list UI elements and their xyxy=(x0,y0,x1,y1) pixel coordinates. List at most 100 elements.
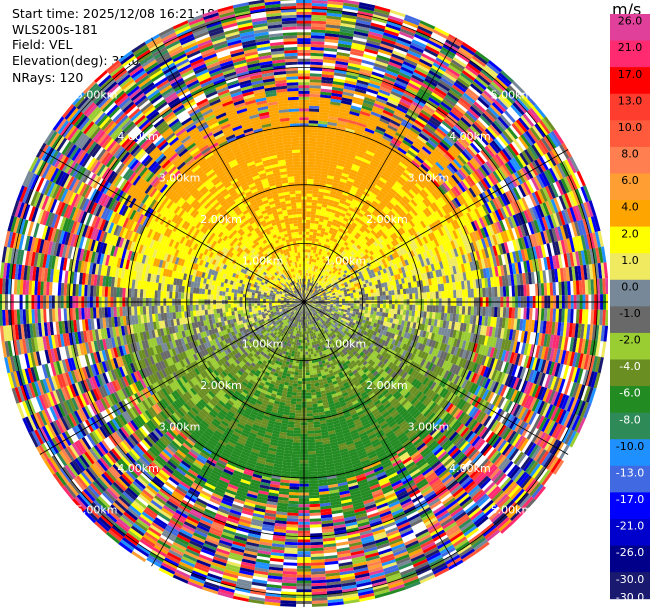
velocity-gate xyxy=(458,119,470,130)
velocity-gate xyxy=(368,296,372,301)
velocity-gate xyxy=(317,277,321,281)
velocity-gate xyxy=(344,185,352,191)
velocity-gate xyxy=(319,261,323,265)
velocity-gate xyxy=(337,117,348,123)
velocity-gate xyxy=(481,92,494,105)
velocity-gate xyxy=(314,164,322,169)
velocity-gate xyxy=(338,37,353,43)
velocity-gate xyxy=(313,271,317,275)
velocity-gate xyxy=(488,83,502,96)
velocity-gate xyxy=(356,150,366,156)
velocity-gate xyxy=(305,252,308,256)
velocity-gate xyxy=(331,92,343,98)
velocity-gate xyxy=(305,255,308,259)
velocity-gate xyxy=(394,79,408,88)
velocity-gate xyxy=(324,231,329,236)
velocity-gate xyxy=(316,232,321,237)
velocity-gate xyxy=(339,225,345,230)
velocity-gate xyxy=(338,34,354,40)
velocity-gate xyxy=(308,117,319,121)
velocity-gate xyxy=(362,215,369,221)
velocity-gate xyxy=(330,234,336,239)
velocity-gate xyxy=(306,290,308,294)
velocity-gate xyxy=(328,259,333,264)
velocity-gate xyxy=(309,226,314,230)
velocity-gate xyxy=(350,169,358,175)
velocity-gate xyxy=(324,302,328,304)
velocity-gate xyxy=(421,53,436,63)
velocity-gate xyxy=(347,295,351,299)
velocity-gate xyxy=(373,311,377,316)
velocity-gate xyxy=(318,114,329,119)
velocity-gate xyxy=(306,293,308,297)
velocity-gate xyxy=(307,175,314,180)
velocity-gate xyxy=(382,308,386,313)
velocity-gate xyxy=(376,94,389,102)
velocity-gate xyxy=(371,189,379,196)
velocity-gate xyxy=(460,116,472,128)
velocity-gate xyxy=(350,298,354,301)
velocity-gate xyxy=(311,283,314,287)
velocity-gate xyxy=(445,69,459,80)
velocity-gate xyxy=(321,165,330,170)
velocity-gate xyxy=(371,16,388,24)
velocity-gate xyxy=(372,200,379,207)
velocity-gate xyxy=(412,172,422,181)
velocity-gate xyxy=(365,42,380,49)
velocity-gate xyxy=(399,69,413,77)
velocity-gate xyxy=(423,305,428,312)
velocity-gate xyxy=(315,272,318,276)
velocity-gate xyxy=(307,184,314,188)
velocity-gate xyxy=(311,26,326,31)
velocity-gate xyxy=(308,285,310,289)
velocity-gate xyxy=(448,64,462,75)
velocity-gate xyxy=(434,129,445,140)
velocity-gate xyxy=(388,290,392,296)
velocity-gate xyxy=(359,182,367,189)
velocity-gate xyxy=(423,104,436,114)
velocity-gate xyxy=(394,289,398,295)
velocity-gate xyxy=(308,120,319,124)
velocity-gate xyxy=(314,285,318,289)
velocity-gate xyxy=(406,293,410,300)
velocity-gate xyxy=(452,125,464,137)
velocity-gate xyxy=(348,113,359,120)
velocity-gate xyxy=(380,188,388,195)
velocity-gate xyxy=(407,191,415,199)
velocity-gate xyxy=(337,255,343,260)
velocity-gate xyxy=(385,69,399,78)
velocity-gate xyxy=(341,296,345,299)
velocity-gate xyxy=(327,121,338,127)
velocity-gate xyxy=(389,188,398,195)
velocity-gate xyxy=(341,94,354,100)
velocity-gate xyxy=(332,266,337,271)
velocity-gate xyxy=(398,199,407,208)
velocity-gate xyxy=(494,286,498,297)
velocity-gate xyxy=(309,285,312,289)
velocity-gate xyxy=(376,288,380,293)
velocity-gate xyxy=(341,172,349,178)
velocity-gate xyxy=(461,289,466,298)
velocity-gate xyxy=(462,92,476,104)
velocity-gate xyxy=(342,169,350,175)
velocity-gate xyxy=(400,142,411,150)
velocity-gate xyxy=(379,43,395,51)
velocity-gate xyxy=(309,76,322,80)
velocity-gate xyxy=(313,173,321,177)
velocity-gate xyxy=(333,72,347,78)
velocity-gate xyxy=(342,139,352,145)
velocity-gate xyxy=(350,308,354,312)
velocity-gate xyxy=(353,30,369,37)
velocity-gate xyxy=(338,156,347,162)
velocity-gate xyxy=(335,210,341,216)
velocity-gate xyxy=(384,214,392,222)
velocity-gate xyxy=(304,269,307,273)
velocity-gate xyxy=(307,181,314,186)
velocity-gate xyxy=(601,341,607,358)
velocity-gate xyxy=(391,294,395,300)
velocity-gate xyxy=(340,239,346,244)
velocity-gate xyxy=(378,120,389,128)
velocity-gate xyxy=(307,170,315,174)
velocity-gate xyxy=(315,150,324,154)
velocity-gate xyxy=(336,247,341,252)
